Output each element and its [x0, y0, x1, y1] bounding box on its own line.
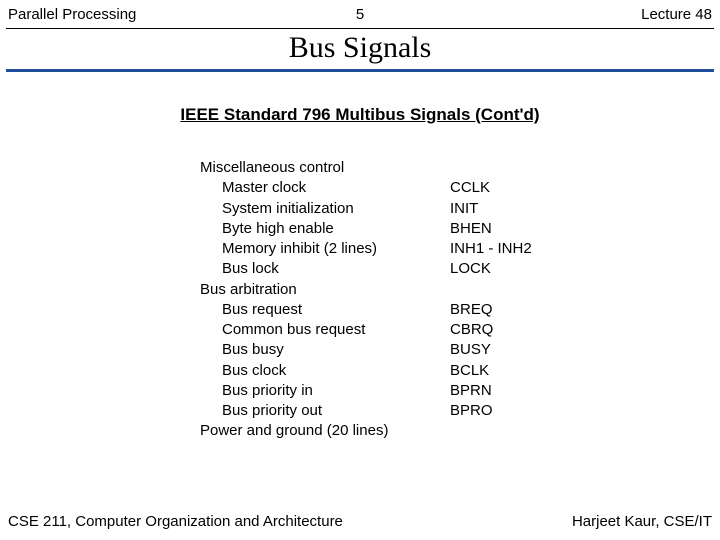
slide: Parallel Processing 5 Lecture 48 Bus Sig…	[0, 0, 720, 540]
header-row: Parallel Processing 5 Lecture 48	[0, 6, 720, 26]
header-left: Parallel Processing	[8, 6, 136, 23]
signal-row: Bus busyBUSY	[200, 340, 620, 360]
signal-row: System initializationINIT	[200, 199, 620, 219]
signal-row: Bus clockBCLK	[200, 361, 620, 381]
signal-row: Byte high enableBHEN	[200, 219, 620, 239]
slide-title: Bus Signals	[6, 29, 714, 69]
header-page-number: 5	[356, 6, 364, 23]
title-band: Bus Signals	[6, 28, 714, 72]
signal-row: Bus priority outBPRO	[200, 401, 620, 421]
group-label: Power and ground (20 lines)	[200, 421, 620, 441]
group-label: Miscellaneous control	[200, 158, 620, 178]
section-heading: IEEE Standard 796 Multibus Signals (Cont…	[180, 105, 539, 125]
footer-right: Harjeet Kaur, CSE/IT	[572, 513, 712, 530]
signal-row: Memory inhibit (2 lines)INH1 - INH2	[200, 239, 620, 259]
group-label: Bus arbitration	[200, 280, 620, 300]
footer-left: CSE 211, Computer Organization and Archi…	[8, 513, 343, 530]
header-right: Lecture 48	[641, 6, 712, 23]
signal-row: Bus requestBREQ	[200, 300, 620, 320]
signal-row: Bus priority inBPRN	[200, 381, 620, 401]
signal-row: Bus lockLOCK	[200, 259, 620, 279]
signal-row: Master clockCCLK	[200, 178, 620, 198]
signal-row: Common bus requestCBRQ	[200, 320, 620, 340]
content-area: Miscellaneous control Master clockCCLK S…	[200, 158, 620, 442]
